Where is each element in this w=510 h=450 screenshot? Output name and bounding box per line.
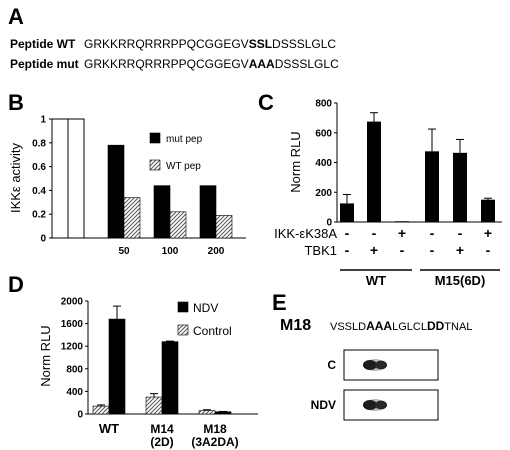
chart-b-y-tick-label: 0.4 (32, 186, 46, 197)
chart-d-y-tick-label: 1600 (61, 319, 84, 330)
chart-c-sign: - (486, 242, 491, 258)
chart-b-control-bar (67, 118, 85, 239)
panel-label-d: D (8, 272, 24, 297)
chart-d-x-tick-label: WT (99, 421, 119, 436)
chart-b-legend-swatch (149, 159, 161, 171)
panel-e-sequence-part: DD (427, 319, 445, 333)
chart-c-sign: - (430, 225, 435, 241)
chart-c-y-tick-label: 600 (315, 128, 332, 139)
chart-d-x-tick-label: (2D) (150, 435, 173, 449)
chart-d-y-tick-label: 800 (66, 364, 83, 375)
chart-c-group-label: WT (366, 273, 386, 288)
chart-c-y-tick-label: 0 (326, 218, 332, 229)
chart-b-y-tick-label: 1 (40, 115, 46, 126)
peptide-wt-name: Peptide WT (10, 37, 76, 51)
chart-d-y-tick-label: 0 (77, 410, 83, 421)
panel-e-spot (375, 360, 387, 370)
chart-c-bar (425, 151, 439, 222)
chart-c-sign: - (458, 225, 463, 241)
chart-d-legend-swatch (177, 324, 189, 336)
chart-c-row-label: IKK-εK38A (274, 226, 337, 241)
chart-c-sign: - (372, 225, 377, 241)
chart-b-bar-WT-pep (123, 197, 141, 239)
chart-c-y-tick-label: 800 (315, 99, 332, 110)
chart-b-y-tick-label: 0.8 (32, 138, 46, 149)
chart-c-y-label: Norm RLU (288, 131, 303, 192)
peptide-mut-name: Peptide mut (10, 57, 79, 71)
chart-d-x-tick-label: M18 (203, 422, 227, 436)
panel-e-sequence: VSSLDAAALGLCLDDTNAL (330, 319, 472, 333)
chart-b-legend-label: WT pep (166, 161, 201, 172)
panel-e-blot-box (343, 349, 439, 381)
panel-e-sequence-part: VSSLD (330, 321, 366, 333)
panel-e-blot-label: C (327, 358, 336, 372)
chart-c-sign: - (345, 225, 350, 241)
chart-c-group-label: M15(6D) (435, 273, 486, 288)
chart-d-y-label: Norm RLU (38, 325, 53, 386)
chart-c-bar (395, 221, 409, 223)
panel-label-c: C (258, 90, 274, 115)
chart-b-bar-mut-pep (107, 144, 125, 239)
chart-b-legend-swatch (149, 132, 161, 144)
chart-b-bar-WT-pep (215, 215, 233, 239)
chart-d-x-tick-label: (3A2DA) (191, 435, 238, 449)
chart-c-bar (453, 152, 467, 222)
chart-d-y-tick-label: 400 (66, 387, 83, 398)
chart-b-bar-mut-pep (199, 185, 217, 239)
panel-e-spot-halo (365, 399, 385, 411)
panel-e-mutant-label: M18 (280, 317, 311, 334)
chart-c-sign: + (484, 225, 492, 241)
chart-b-x-tick-label: 200 (208, 246, 225, 257)
chart-b-y-tick-label: 0.6 (32, 162, 46, 173)
panel-label-b: B (8, 90, 24, 115)
chart-b-legend-label: mut pep (166, 134, 203, 145)
chart-b-y-label: IKKε activity (8, 142, 23, 213)
chart-c-row-label: TBK1 (304, 243, 337, 258)
chart-d-legend-label: Control (193, 324, 232, 338)
chart-c-sign: + (370, 242, 378, 258)
panel-e-sequence-part: TNAL (444, 321, 472, 333)
panel-e-sequence-part: LGLCL (392, 321, 427, 333)
chart-d-legend-label: NDV (193, 301, 218, 315)
peptide-wt-row: Peptide WT GRKKRRQRRRPPQCGGEGVSSLDSSSLGLC (10, 37, 336, 51)
peptide-mut-sequence: GRKKRRQRRRPPQCGGEGVAAADSSSLGLC (84, 57, 339, 71)
chart-c-y-tick-label: 400 (315, 158, 332, 169)
panel-label-a: A (8, 4, 24, 29)
chart-c-y-tick-label: 200 (315, 188, 332, 199)
panel-e-spot (363, 400, 377, 410)
panel-e-sequence-part: AAA (366, 319, 392, 333)
chart-d-x-tick-label: M14 (150, 422, 174, 436)
chart-b-y-tick-label: 0.2 (32, 210, 46, 221)
chart-c-sign: + (398, 225, 406, 241)
chart-c-sign: - (400, 242, 405, 258)
panel-label-e: E (272, 290, 287, 315)
chart-b-x-tick-label: 50 (118, 246, 130, 257)
chart-d-y-tick-label: 1200 (61, 342, 84, 353)
chart-b-y-tick-label: 0 (40, 234, 46, 245)
panel-e-spot-halo (365, 359, 385, 371)
peptide-mut-row: Peptide mut GRKKRRQRRRPPQCGGEGVAAADSSSLGL… (10, 57, 339, 71)
chart-c-sign: + (456, 242, 464, 258)
chart-b-bar-WT-pep (169, 211, 187, 239)
chart-d-legend-swatch (177, 301, 189, 313)
panel-e-blot-box (343, 389, 439, 421)
panel-e-spot (363, 360, 377, 370)
chart-c-sign: - (345, 242, 350, 258)
chart-c-bar (481, 199, 495, 222)
chart-d-y-tick-label: 2000 (61, 297, 84, 308)
panel-e-blot-label: NDV (311, 398, 336, 412)
chart-b-x-tick-label: 100 (162, 246, 179, 257)
panel-e-spot (375, 400, 387, 410)
chart-c-bar (367, 121, 381, 222)
peptide-wt-sequence: GRKKRRQRRRPPQCGGEGVSSLDSSSLGLC (84, 37, 337, 51)
chart-c-bar (340, 203, 354, 222)
chart-c-sign: - (430, 242, 435, 258)
